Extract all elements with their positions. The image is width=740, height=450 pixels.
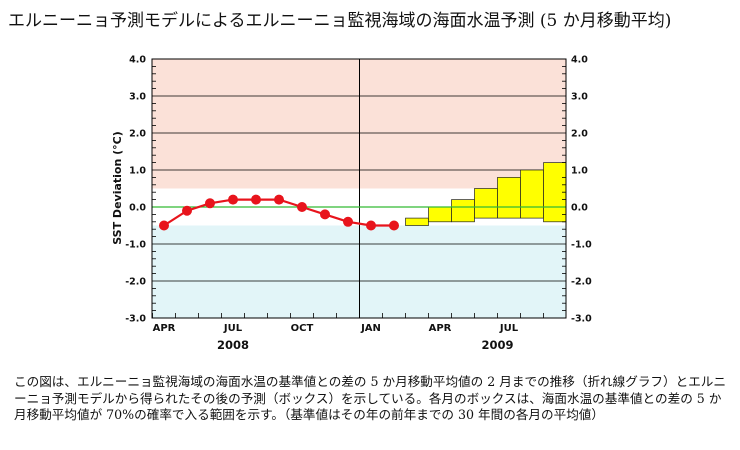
y-axis-right: 4.0 3.0 2.0 1.0 0.0 -1.0 -2.0 -3.0 bbox=[562, 55, 592, 325]
year-label: 2008 bbox=[217, 338, 249, 352]
forecast-box bbox=[520, 169, 544, 219]
y-tick-label-left: 1.0 bbox=[129, 166, 146, 177]
plot-border bbox=[151, 58, 567, 319]
x-tick-label: JAN bbox=[360, 323, 381, 334]
forecast-box bbox=[451, 199, 475, 223]
y-tick-label-right: 3.0 bbox=[571, 92, 588, 103]
year-label: 2009 bbox=[481, 338, 513, 352]
y-tick-label-right: -1.0 bbox=[571, 240, 592, 251]
observed-point bbox=[343, 216, 353, 227]
y-tick-label-right: 4.0 bbox=[571, 55, 588, 66]
observed-point bbox=[159, 220, 169, 231]
forecast-box bbox=[405, 217, 429, 226]
observed-point bbox=[297, 202, 307, 212]
y-tick-label-left: 4.0 bbox=[129, 55, 146, 66]
y-tick-label-right: -3.0 bbox=[571, 314, 592, 325]
observed-point bbox=[182, 205, 192, 216]
observed-point bbox=[228, 194, 238, 205]
y-tick-label-left: -1.0 bbox=[125, 240, 146, 251]
y-tick-label-left: -2.0 bbox=[125, 277, 146, 288]
observed-point bbox=[366, 220, 376, 231]
y-axis-left: 4.0 3.0 2.0 1.0 0.0 -1.0 -2.0 -3.0 bbox=[125, 55, 156, 325]
y-tick-label-right: -2.0 bbox=[571, 277, 592, 288]
forecast-box bbox=[428, 206, 452, 223]
page-title: エルニーニョ予測モデルによるエルニーニョ監視海域の海面水温予測 (5 か月移動平… bbox=[8, 11, 672, 31]
observed-point bbox=[205, 198, 215, 209]
plot-frame bbox=[151, 58, 567, 319]
forecast-box bbox=[474, 188, 498, 219]
observed-point bbox=[320, 209, 330, 220]
x-tick-label: APR bbox=[429, 323, 452, 334]
y-tick-label-left: 3.0 bbox=[129, 92, 146, 103]
x-tick-label: OCT bbox=[291, 323, 314, 334]
y-axis-label: SST Deviation (°C) bbox=[111, 131, 124, 245]
x-tick-label: JUL bbox=[223, 323, 243, 334]
observed-point bbox=[389, 220, 399, 231]
y-tick-label-right: 1.0 bbox=[571, 166, 588, 177]
observed-series bbox=[159, 194, 399, 231]
observed-point bbox=[251, 194, 261, 205]
observed-point bbox=[274, 194, 284, 205]
forecast-box bbox=[497, 177, 521, 219]
y-tick-label-left: 2.0 bbox=[129, 129, 146, 140]
y-tick-label-right: 0.0 bbox=[571, 203, 588, 214]
y-tick-label-left: 0.0 bbox=[129, 203, 146, 214]
y-tick-label-left: -3.0 bbox=[125, 314, 146, 325]
x-tick-label: APR bbox=[153, 323, 176, 334]
x-axis: APR JUL OCT JAN APR JUL 2008 2009 bbox=[152, 313, 544, 352]
y-tick-label-right: 2.0 bbox=[571, 129, 588, 140]
x-tick-label: JUL bbox=[499, 323, 519, 334]
caption: この図は、エルニーニョ監視海域の海面水温の基準値との差の 5 か月移動平均値の … bbox=[14, 374, 726, 422]
